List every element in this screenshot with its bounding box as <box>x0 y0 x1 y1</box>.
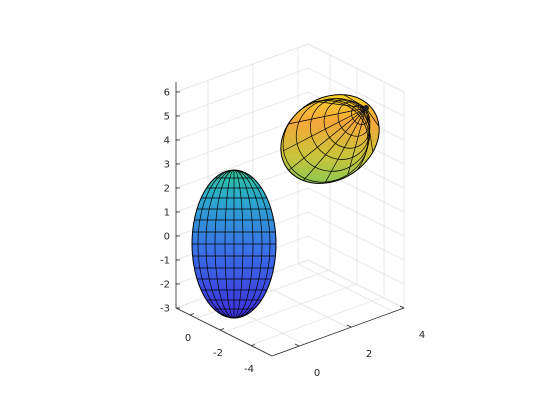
x-ticks: 0 2 4 <box>294 305 425 379</box>
z-tick-label: -3 <box>160 304 170 315</box>
axis-lines <box>175 82 405 357</box>
x-tick-mark <box>294 343 300 347</box>
surface-low-outline <box>191 169 277 319</box>
x-tick-mark <box>346 324 352 328</box>
z-tick-label: 5 <box>164 112 170 123</box>
z-tick-label: 1 <box>164 208 170 219</box>
y-tick-label: -4 <box>244 364 254 375</box>
y-tick-mark <box>189 313 195 316</box>
x-tick-label: 0 <box>314 368 320 379</box>
x-tick-mark <box>399 305 405 309</box>
x-tick-label: 2 <box>366 349 372 360</box>
surface-high-outline <box>280 94 380 184</box>
y-axis-line <box>175 307 273 357</box>
surface-high-ellipsoid <box>267 89 381 194</box>
z-tick-label: 2 <box>164 184 170 195</box>
x-tick-label: 4 <box>419 330 425 341</box>
y-tick-mark <box>219 328 225 331</box>
y-ticks: 0 -2 -4 <box>185 313 256 375</box>
z-tick-label: 3 <box>164 160 170 171</box>
z-tick-label: -1 <box>160 256 170 267</box>
surface-low-mesh <box>192 170 276 318</box>
surface-low-ellipsoid <box>191 169 277 319</box>
surface-high-pole <box>363 105 369 111</box>
y-tick-label: -2 <box>213 348 223 359</box>
z-tick-label: 4 <box>164 136 170 147</box>
y-tick-mark <box>250 344 256 347</box>
z-tick-label: 6 <box>164 88 170 99</box>
z-tick-label: -2 <box>160 280 170 291</box>
z-tick-label: 0 <box>164 232 170 243</box>
y-tick-label: 0 <box>185 333 191 344</box>
x-axis-line <box>271 307 405 357</box>
z-ticks: -3 -2 -1 0 1 2 3 4 5 6 <box>160 88 180 315</box>
